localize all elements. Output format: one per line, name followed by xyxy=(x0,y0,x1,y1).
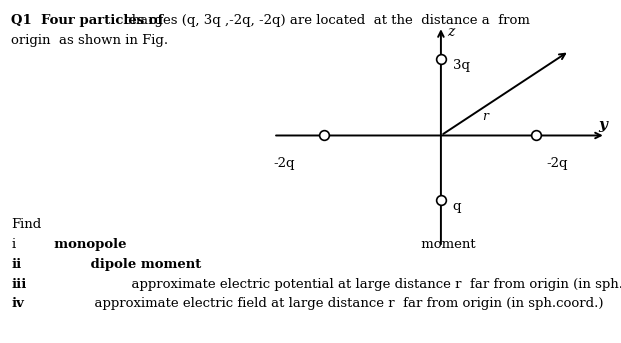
Text: Q1  Four particles of: Q1 Four particles of xyxy=(11,14,163,27)
Text: iv: iv xyxy=(11,297,24,310)
Text: -2q: -2q xyxy=(546,157,568,169)
Text: approximate electric potential at large distance r  far from origin (in sph.coor: approximate electric potential at large … xyxy=(123,278,621,291)
Text: Find: Find xyxy=(11,218,42,231)
Text: origin  as shown in Fig.: origin as shown in Fig. xyxy=(11,34,168,47)
Text: -2q: -2q xyxy=(273,157,295,169)
Text: z: z xyxy=(446,25,454,39)
Text: dipole moment: dipole moment xyxy=(86,258,201,271)
Text: monopole: monopole xyxy=(45,238,127,251)
Text: 3q: 3q xyxy=(453,59,469,72)
Text: q: q xyxy=(453,200,461,213)
Text: approximate electric field at large distance r  far from origin (in sph.coord.): approximate electric field at large dist… xyxy=(86,297,603,310)
Text: r: r xyxy=(482,110,487,123)
Text: charges (q, 3q ,-2q, -2q) are located  at the  distance a  from: charges (q, 3q ,-2q, -2q) are located at… xyxy=(120,14,530,27)
Text: i: i xyxy=(11,238,16,251)
Text: y: y xyxy=(598,118,607,132)
Text: moment: moment xyxy=(417,238,476,251)
Text: ii: ii xyxy=(11,258,22,271)
Text: iii: iii xyxy=(11,278,27,291)
